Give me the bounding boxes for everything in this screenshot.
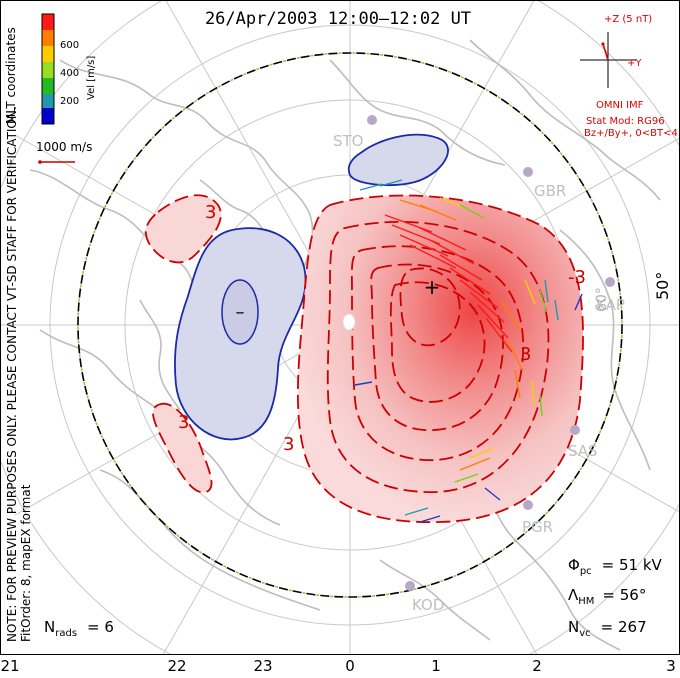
dusk-cell bbox=[174, 133, 449, 441]
fit-order-note: FitOrder: 8, mapEX format bbox=[19, 484, 33, 642]
mlt-axis: 21 22 23 0 1 2 3 bbox=[0, 657, 676, 675]
coordinate-label: MLT coordinates bbox=[4, 27, 18, 124]
svg-text:+Y: +Y bbox=[627, 58, 642, 69]
dawn-cell bbox=[144, 194, 584, 524]
svg-text:Stat Mod: RG96: Stat Mod: RG96 bbox=[586, 116, 665, 127]
svg-text:-3: -3 bbox=[568, 267, 586, 288]
svg-text:3: 3 bbox=[205, 202, 216, 223]
station-label: GBR bbox=[534, 182, 566, 200]
mlt-tick: 0 bbox=[345, 657, 355, 674]
n-rads-stat: Nrads = 6 bbox=[44, 618, 114, 639]
svg-text:+Z (5 nT): +Z (5 nT) bbox=[604, 14, 652, 25]
colorbar-label: Vel [m/s] bbox=[86, 56, 97, 100]
phi-pc-stat: Φpc = 51 kV bbox=[568, 556, 663, 577]
lambda-hm-stat: ΛHM = 56° bbox=[568, 586, 646, 607]
station-label: PGR bbox=[522, 518, 553, 536]
mlt-tick: 1 bbox=[431, 657, 441, 674]
velocity-scale: 1000 m/s bbox=[36, 140, 92, 164]
n-vc-stat: Nvc = 267 bbox=[568, 618, 647, 639]
svg-text:OMNI IMF: OMNI IMF bbox=[596, 100, 644, 111]
potential-max-marker: + bbox=[424, 275, 441, 299]
contour-labels: 3 3 -3 3 3 bbox=[178, 202, 586, 455]
pole-marker bbox=[342, 313, 356, 331]
svg-text:3: 3 bbox=[520, 344, 531, 365]
station-label: KAP bbox=[596, 296, 625, 314]
preview-note: NOTE: FOR PREVIEW PURPOSES ONLY. PLEASE … bbox=[5, 106, 19, 642]
colorbar-tick: 600 bbox=[60, 40, 79, 51]
mlt-tick: 3 bbox=[666, 657, 676, 674]
radar-stations: STO GBR KAP SAS PGR KOD bbox=[333, 132, 625, 614]
plot-title: 26/Apr/2003 12:00–12:02 UT bbox=[205, 9, 471, 29]
velocity-vectors bbox=[354, 179, 583, 523]
colorbar-tick: 200 bbox=[60, 96, 79, 107]
mlt-tick: 22 bbox=[167, 657, 186, 674]
colorbar-tick: 400 bbox=[60, 68, 79, 79]
svg-text:1000 m/s: 1000 m/s bbox=[36, 140, 92, 154]
station-label: STO bbox=[333, 132, 364, 150]
potential-min-marker: – bbox=[236, 302, 245, 323]
latitude-label-60: 60° bbox=[594, 287, 610, 312]
station-label: KOD bbox=[412, 596, 444, 614]
heppner-maynard-boundary bbox=[77, 52, 623, 598]
station-label: SAS bbox=[568, 442, 598, 460]
velocity-colorbar: 600 400 200 Vel [m/s] bbox=[41, 13, 97, 125]
svg-text:Bz+/By+, 0<BT<4: Bz+/By+, 0<BT<4 bbox=[584, 128, 678, 139]
mlt-tick: 2 bbox=[532, 657, 542, 674]
latitude-label-50: 50° bbox=[653, 272, 672, 300]
mlt-tick: 21 bbox=[0, 657, 19, 674]
imf-panel: +Z (5 nT) +Y OMNI IMF Stat Mod: RG96 Bz+… bbox=[580, 14, 678, 139]
svg-text:3: 3 bbox=[283, 434, 294, 455]
fit-statistics: Φpc = 51 kV ΛHM = 56° Nvc = 267 Nrads = 6 bbox=[44, 556, 663, 639]
mlt-tick: 23 bbox=[253, 657, 272, 674]
svg-text:3: 3 bbox=[178, 412, 189, 433]
